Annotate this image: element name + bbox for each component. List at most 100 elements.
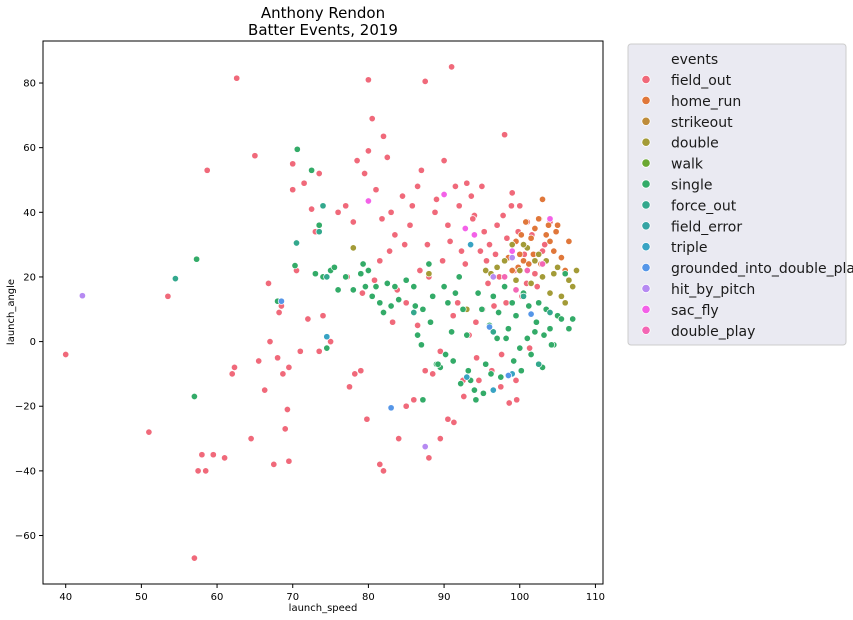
legend-marker-field_error	[641, 221, 651, 231]
point-home_run	[527, 234, 535, 242]
point-field_out	[451, 182, 459, 190]
point-field_out	[255, 357, 263, 365]
y-tick-label: −60	[15, 531, 36, 542]
point-field_out	[401, 241, 409, 249]
point-single	[504, 325, 512, 333]
point-single	[470, 386, 478, 394]
point-single	[293, 145, 301, 153]
legend-label-sac_fly: sac_fly	[671, 303, 719, 319]
point-single	[512, 312, 520, 320]
point-field_out	[454, 299, 462, 307]
point-single	[569, 315, 577, 323]
point-single	[440, 283, 448, 291]
point-single	[459, 305, 467, 313]
point-double	[557, 292, 565, 300]
point-field_out	[457, 247, 466, 255]
data-points	[62, 63, 581, 562]
point-field_out	[300, 179, 308, 187]
point-single	[472, 396, 480, 404]
point-field_out	[444, 415, 452, 423]
point-double	[569, 283, 577, 291]
point-field_out	[376, 257, 384, 265]
point-single	[291, 262, 299, 270]
point-field_out	[361, 169, 369, 178]
point-single	[311, 270, 319, 278]
point-single	[523, 334, 531, 342]
point-single	[429, 292, 437, 300]
point-single	[565, 325, 573, 333]
point-single	[497, 373, 505, 381]
point-force_out	[535, 360, 543, 368]
point-home_run	[557, 254, 565, 262]
point-field_out	[391, 231, 399, 239]
point-single	[334, 286, 342, 294]
legend-marker-walk	[641, 158, 651, 168]
point-home_run	[516, 250, 524, 258]
legend-label-single: single	[671, 178, 712, 194]
point-field_out	[421, 77, 429, 85]
point-field_out	[395, 435, 403, 443]
point-double_play	[501, 273, 509, 281]
point-double	[550, 270, 558, 278]
point-field_out	[507, 202, 515, 210]
point-field_out	[476, 247, 484, 255]
point-field_out	[351, 370, 359, 378]
legend-title: events	[671, 52, 718, 68]
point-field_out	[383, 153, 391, 161]
point-single	[495, 308, 503, 317]
y-axis-ticks: −60 −40 −20 0 20 40 60 80	[15, 79, 43, 542]
point-single	[457, 380, 465, 388]
point-double_play	[538, 260, 547, 268]
point-single	[532, 318, 540, 326]
point-field_out	[203, 166, 211, 174]
point-field_out	[349, 218, 357, 226]
point-field_out	[533, 283, 541, 291]
point-field_out	[221, 454, 229, 462]
point-field_out	[228, 370, 236, 378]
point-single	[540, 331, 548, 339]
point-field_out	[513, 396, 521, 404]
point-home_run	[565, 237, 573, 245]
x-tick-label: 100	[510, 592, 529, 603]
point-field_out	[491, 250, 500, 258]
point-field_out	[378, 215, 386, 223]
point-field_out	[449, 312, 457, 320]
point-field_out	[386, 247, 394, 255]
point-field_out	[463, 179, 471, 187]
point-double	[493, 263, 501, 271]
point-single	[419, 305, 427, 313]
point-grounded_into_double_play	[387, 404, 395, 412]
point-field_out	[505, 399, 513, 407]
legend-marker-single	[641, 179, 651, 189]
point-field_out	[370, 276, 379, 284]
point-double	[531, 257, 539, 265]
point-single	[190, 392, 198, 401]
point-triple	[489, 386, 497, 394]
point-field_out	[490, 302, 498, 310]
point-field_out	[408, 202, 416, 210]
point-field_out	[387, 208, 395, 216]
point-single	[414, 331, 422, 339]
point-single	[425, 260, 433, 268]
y-tick-label: 80	[23, 79, 36, 90]
point-grounded_into_double_play	[485, 323, 494, 331]
point-single	[482, 360, 490, 368]
point-field_out	[436, 347, 444, 355]
point-field_out	[363, 415, 371, 423]
point-field_out	[198, 451, 206, 459]
legend-label-force_out: force_out	[671, 198, 737, 214]
point-hit_by_pitch	[421, 443, 429, 451]
point-field_out	[194, 467, 202, 475]
x-tick-label: 90	[438, 592, 451, 603]
point-field_out	[379, 132, 388, 140]
point-double	[516, 266, 524, 275]
point-field_out	[304, 315, 312, 323]
point-single	[357, 270, 365, 278]
x-tick-label: 60	[211, 592, 224, 603]
x-axis-ticks: 40 50 60 70 80 90 100 110	[59, 584, 605, 603]
point-single	[402, 276, 410, 284]
point-field_out	[342, 202, 350, 210]
point-home_run	[519, 257, 528, 265]
point-single	[557, 315, 565, 323]
legend: events field_out home_run strikeout double w…	[627, 43, 853, 346]
